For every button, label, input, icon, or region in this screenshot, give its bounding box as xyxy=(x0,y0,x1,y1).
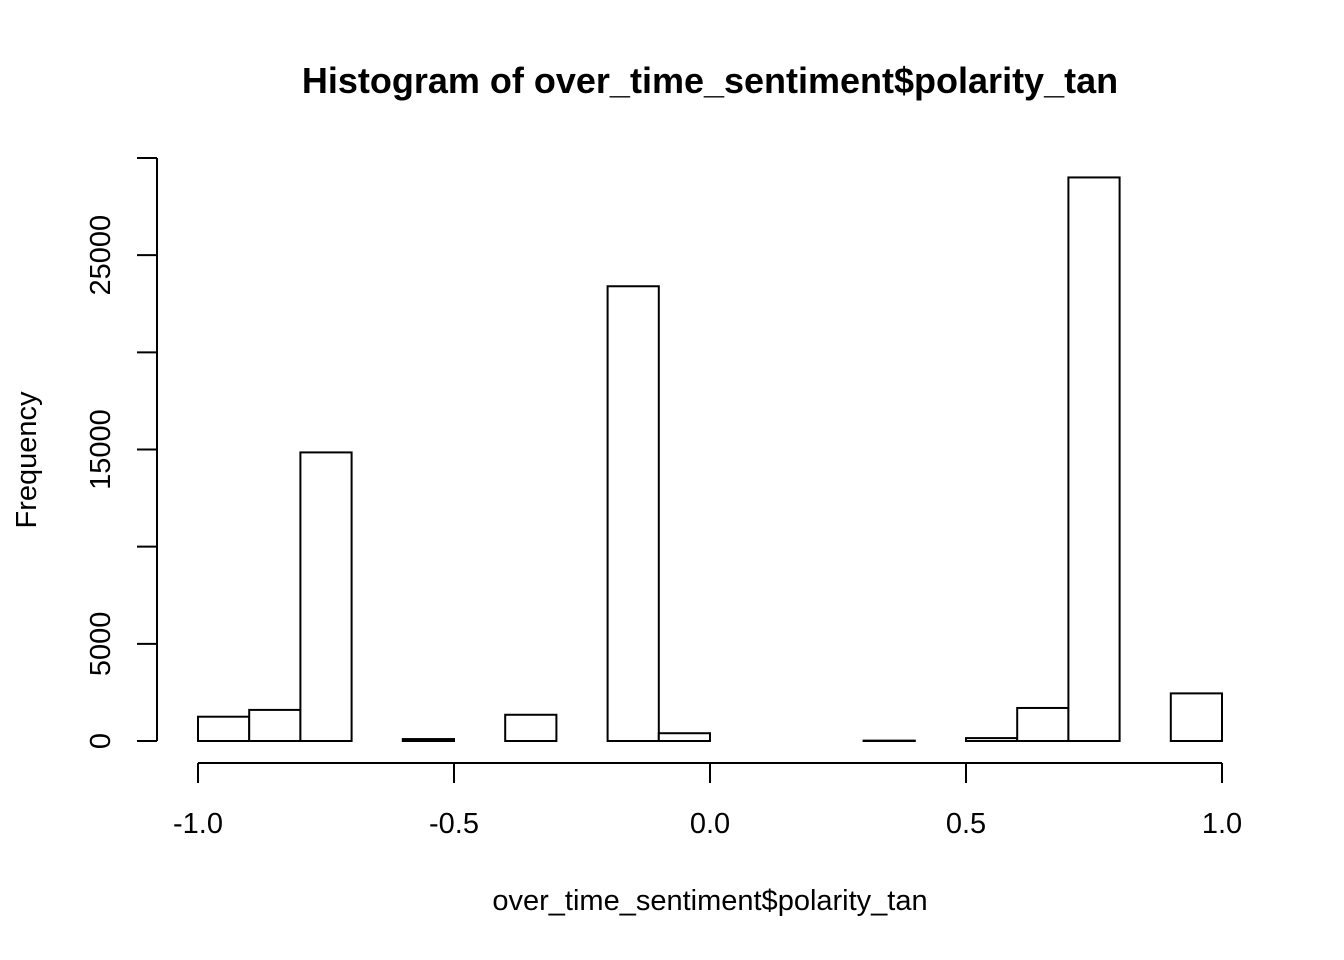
histogram-bar xyxy=(197,715,251,742)
y-tick-label: 25000 xyxy=(85,215,117,296)
histogram-bar xyxy=(657,732,711,743)
x-tick-label: 0.0 xyxy=(690,808,730,840)
x-tick-label: 0.5 xyxy=(946,808,986,840)
histogram-bar xyxy=(401,738,455,742)
histogram-bar xyxy=(248,708,302,743)
y-axis-label: Frequency xyxy=(11,391,43,529)
x-tick-label: 1.0 xyxy=(1202,808,1242,840)
x-axis-label: over_time_sentiment$polarity_tan xyxy=(492,885,927,917)
x-tick-label: -0.5 xyxy=(429,808,479,840)
bars-group xyxy=(197,176,1224,743)
histogram-bar xyxy=(299,451,353,742)
x-tick-label: -1.0 xyxy=(173,808,223,840)
y-tick-label: 15000 xyxy=(85,409,117,490)
chart-title: Histogram of over_time_sentiment$polarit… xyxy=(302,60,1118,101)
histogram-bar xyxy=(1169,692,1224,742)
y-axis: 0 5000 15000 25000 xyxy=(85,157,158,749)
histogram-bar xyxy=(1067,176,1121,742)
histogram-bar xyxy=(965,737,1019,743)
histogram-bar xyxy=(504,713,558,743)
histogram-bar xyxy=(1016,706,1070,742)
x-axis: -1.0 -0.5 0.0 0.5 1.0 xyxy=(173,762,1242,840)
y-tick-label: 5000 xyxy=(85,612,117,677)
y-tick-label: 0 xyxy=(85,733,117,749)
histogram-bar xyxy=(606,285,660,742)
